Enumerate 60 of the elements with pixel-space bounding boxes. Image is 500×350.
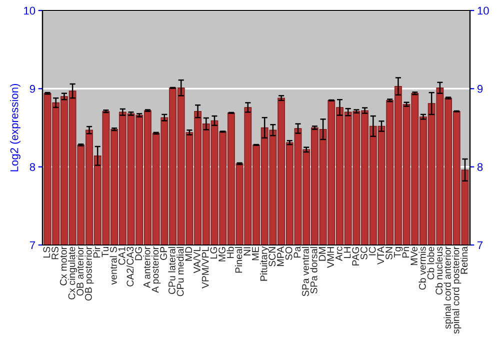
y2-tick-label: 10 — [478, 6, 489, 15]
x-tick-label: SCN — [268, 247, 276, 266]
x-tick-label: Pineal — [235, 247, 242, 273]
x-tick-label: Pituitary — [260, 246, 270, 281]
x-tick-label: LH — [344, 247, 351, 258]
x-tick-label: Pa — [294, 246, 301, 258]
x-tick-label: Cb lobe — [427, 246, 434, 280]
x-tick-label: spinal cord anterior — [444, 246, 453, 329]
x-tick-label: DM — [318, 247, 326, 261]
x-tick-label: Retina — [460, 246, 468, 274]
x-tick-label: A anterior — [143, 246, 150, 288]
x-tick-label: VTA — [377, 246, 384, 265]
x-tick-label: ME — [252, 246, 259, 260]
y2-tick-label: 8 — [477, 163, 483, 171]
x-tick-label: SPa dorsal — [310, 247, 318, 294]
x-tick-label: NI — [244, 247, 250, 256]
x-tick-label: Cb vermis — [418, 246, 426, 290]
x-tick-label: spinal cord posterior — [452, 246, 462, 334]
x-tick-label: OB anterior — [76, 246, 84, 296]
x-tick-label: VA/VL — [193, 246, 200, 274]
x-tick-label: Arc — [336, 246, 342, 261]
x-tick-label: PAG — [352, 247, 360, 266]
x-tick-label: CA1 — [118, 246, 126, 265]
x-tick-label: Cb nucleus — [435, 246, 443, 295]
x-tick-label: A posterior — [152, 246, 161, 293]
x-tick-label: CA2/CA3 — [126, 246, 134, 286]
x-tick-label: Pir — [93, 246, 100, 258]
y-tick-label: 9 — [30, 84, 36, 93]
x-tick-label: Tu — [102, 247, 109, 258]
x-tick-label: IC — [368, 246, 376, 256]
y2-tick-label: 9 — [477, 84, 483, 93]
x-tick-label: DG — [135, 247, 142, 260]
x-tick-label: Cx motor — [60, 246, 67, 286]
y-tick-label: 8 — [30, 163, 36, 171]
y-tick-label: 7 — [30, 241, 35, 250]
x-tick-label: Cx cingulate — [68, 246, 78, 300]
x-tick-label: LS — [43, 246, 50, 258]
x-tick-label: Pn — [402, 247, 410, 258]
x-tick-label: MPA — [277, 246, 284, 266]
x-tick-label: CPu medial — [176, 247, 184, 296]
x-tick-label: VPM/VPL — [202, 246, 209, 288]
x-tick-label: GP — [160, 246, 168, 260]
x-tick-label: SPa ventral — [302, 247, 309, 296]
x-tick-label: VMH — [327, 247, 334, 268]
x-tick-label: LG — [210, 247, 218, 259]
x-tick-label: ventral S — [110, 246, 117, 285]
x-tick-label: SN — [386, 247, 392, 260]
y2-tick-label: 7 — [478, 241, 483, 250]
x-tick-label: SO — [285, 246, 292, 260]
y-tick-label: 10 — [24, 6, 36, 15]
x-tick-label: MD — [185, 246, 192, 261]
x-tick-label: MG — [218, 247, 226, 262]
x-tick-label: RS — [52, 246, 58, 260]
x-tick-label: OB posterior — [84, 246, 94, 300]
x-tick-label: CPu lateral — [168, 247, 176, 294]
x-tick-label: Tg — [394, 247, 403, 258]
y-axis-title: Log2 (expression) — [10, 84, 20, 172]
x-tick-label: MVe — [410, 246, 418, 266]
x-tick-label: SC — [360, 246, 368, 260]
x-tick-label: Hb — [226, 246, 234, 258]
